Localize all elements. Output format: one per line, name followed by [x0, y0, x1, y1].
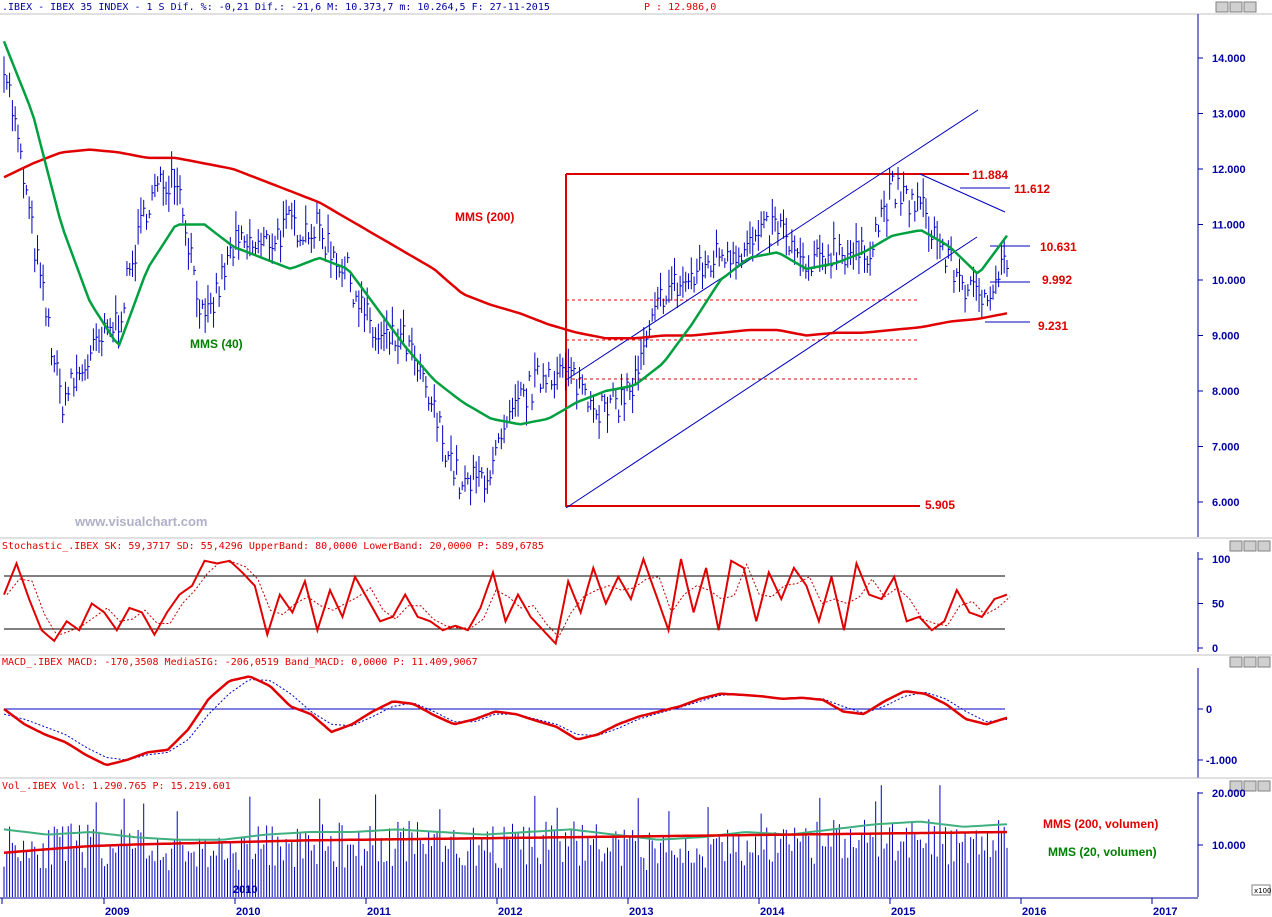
stoch-ytick-label: 100 — [1212, 554, 1230, 566]
stoch-y-ticks: 0 50 100 — [1198, 554, 1230, 655]
macd-minimize-button[interactable] — [1229, 656, 1243, 668]
minimize-button[interactable] — [1215, 1, 1229, 13]
maximize-button[interactable] — [1229, 1, 1243, 13]
x-tick-label: 2013 — [629, 906, 653, 917]
price-ytick-label: 14.000 — [1212, 53, 1246, 65]
annotation-5905: 5.905 — [925, 498, 955, 512]
vol-mms-200-line — [3, 830, 1008, 855]
vol-mms-20-label: MMS (20, volumen) — [1048, 845, 1157, 859]
resistance-line — [919, 173, 1006, 213]
price-ytick-label: 8.000 — [1212, 386, 1240, 398]
macd-ytick-label: -1.000 — [1206, 755, 1237, 767]
annotation-11612: 11.612 — [1014, 182, 1050, 196]
stoch-ytick-label: 50 — [1212, 599, 1224, 611]
price-ytick-label: 11.000 — [1212, 220, 1245, 232]
x-tick-label: 2009 — [105, 906, 129, 917]
x-axis: 2009 2010 2011 2012 2013 2014 2015 2016 2017 — [0, 897, 1198, 917]
stoch-maximize-button[interactable] — [1243, 540, 1257, 552]
channel-lower-line — [565, 236, 978, 509]
x-tick-label: 2011 — [367, 906, 391, 917]
macd-header: MACD_.IBEX MACD: -170,3508 MediaSIG: -20… — [2, 657, 478, 668]
vol-window-controls — [1229, 780, 1271, 792]
stoch-header: Stochastic_.IBEX SK: 59,3717 SD: 55,4296… — [2, 541, 544, 552]
channel-upper-line — [565, 109, 979, 381]
close-button[interactable] — [1243, 1, 1257, 13]
vol-ytick-label: 10.000 — [1212, 840, 1246, 852]
mms-200-line — [3, 148, 1008, 340]
stochastic-panel: Stochastic_.IBEX SK: 59,3717 SD: 55,4296… — [0, 537, 1272, 655]
x-tick-label: 2016 — [1022, 906, 1046, 917]
stoch-ytick-label: 0 — [1212, 643, 1218, 655]
macd-window-controls — [1229, 656, 1271, 668]
mms-40-line — [2, 40, 1009, 426]
volume-panel: Vol_.IBEX Vol: 1.290.765 P: 15.219.601 1… — [0, 777, 1272, 897]
x-tick-label: 2015 — [891, 906, 915, 917]
vol-y-ticks: 10.000 20.000 — [1198, 788, 1246, 852]
stoch-sk-line — [3, 555, 1008, 646]
volume-bars — [3, 785, 1008, 897]
price-ytick-label: 9.000 — [1212, 331, 1240, 343]
price-ytick-label: 6.000 — [1212, 497, 1240, 509]
macd-ytick-label: 0 — [1206, 704, 1212, 716]
macd-panel: MACD_.IBEX MACD: -170,3508 MediaSIG: -20… — [0, 654, 1272, 778]
macd-line — [3, 675, 1008, 767]
annotation-11884: 11.884 — [972, 168, 1008, 182]
annotation-9992: 9.992 — [1042, 273, 1072, 287]
price-header: .IBEX - IBEX 35 INDEX - 1 S Dif. %: -0,2… — [2, 2, 550, 13]
annotation-10631: 10.631 — [1040, 240, 1077, 254]
price-header-extra: P : 12.986,0 — [644, 2, 716, 13]
vol-close-button[interactable] — [1257, 780, 1271, 792]
vol-scale-note: x100 — [1254, 887, 1272, 895]
vol-mms-20-line — [3, 820, 1008, 841]
annotation-9231: 9.231 — [1038, 319, 1068, 333]
mms-40-label: MMS (40) — [190, 337, 243, 351]
price-ytick-label: 13.000 — [1212, 109, 1246, 121]
macd-close-button[interactable] — [1257, 656, 1271, 668]
price-bars — [3, 56, 1009, 506]
macd-maximize-button[interactable] — [1243, 656, 1257, 668]
vol-mms-200-label: MMS (200, volumen) — [1043, 817, 1158, 831]
vol-maximize-button[interactable] — [1243, 780, 1257, 792]
stoch-sd-line — [6, 561, 1011, 638]
stoch-minimize-button[interactable] — [1229, 540, 1243, 552]
macd-signal-line — [3, 678, 1008, 761]
price-ytick-label: 12.000 — [1212, 164, 1246, 176]
price-panel: .IBEX - IBEX 35 INDEX - 1 S Dif. %: -0,2… — [0, 1, 1272, 537]
watermark: www.visualchart.com — [74, 514, 207, 529]
macd-y-ticks: 0 -1.000 — [1198, 704, 1237, 767]
stoch-close-button[interactable] — [1257, 540, 1271, 552]
x-tick-label: 2017 — [1153, 906, 1177, 917]
x-ticks: 2009 2010 2011 2012 2013 2014 2015 2016 2017 — [1, 898, 1177, 917]
vol-inner-year-label: 2010 — [233, 884, 257, 896]
vol-scale-box — [1251, 884, 1271, 896]
x-tick-label: 2014 — [760, 906, 785, 917]
stoch-window-controls — [1229, 540, 1271, 552]
x-tick-label: 2012 — [498, 906, 522, 917]
price-y-ticks: 6.000 7.000 8.000 9.000 10.000 11.000 12.000 13… — [1198, 53, 1246, 509]
x-tick-label: 2010 — [236, 906, 260, 917]
price-ytick-label: 10.000 — [1212, 275, 1246, 287]
vol-minimize-button[interactable] — [1229, 780, 1243, 792]
price-ytick-label: 7.000 — [1212, 442, 1240, 454]
vol-header: Vol_.IBEX Vol: 1.290.765 P: 15.219.601 — [2, 781, 231, 792]
price-window-controls — [1215, 1, 1257, 13]
mms-200-label: MMS (200) — [455, 210, 514, 224]
vol-ytick-label: 20.000 — [1212, 788, 1246, 800]
